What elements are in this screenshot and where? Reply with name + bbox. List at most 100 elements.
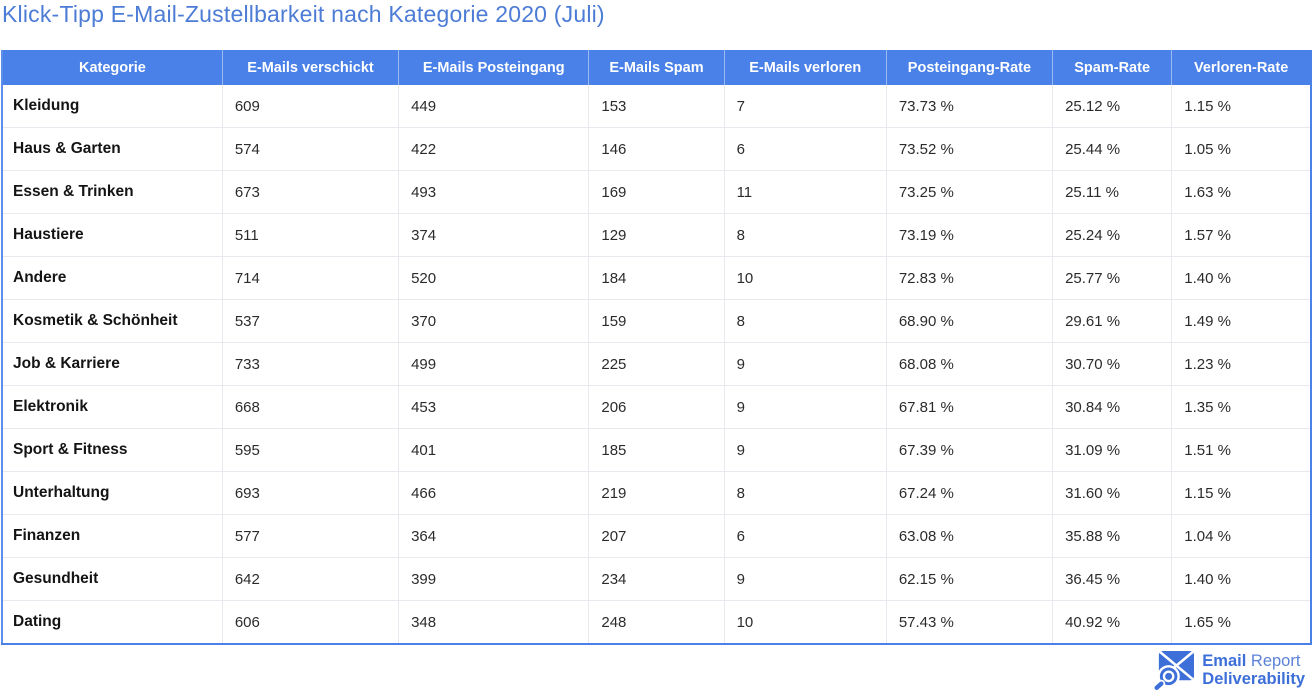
table-body: Kleidung 609 449 153 7 73.73 % 25.12 % 1.15 % Ha…: [2, 85, 1311, 644]
page-title: Klick-Tipp E-Mail-Zustellbarkeit nach Ka…: [2, 1, 605, 27]
value-cell: 537: [222, 299, 400, 343]
table-row: Dating 606 348 248 10 57.43 % 40.92 % 1.65 %: [2, 600, 1311, 644]
category-cell: Unterhaltung: [2, 471, 223, 515]
value-cell: 8: [724, 213, 887, 257]
value-cell: 159: [588, 299, 725, 343]
value-cell: 25.24 %: [1052, 213, 1173, 257]
category-cell: Elektronik: [2, 385, 223, 429]
table-row: Kleidung 609 449 153 7 73.73 % 25.12 % 1.15 %: [2, 85, 1311, 128]
deliverability-table: Kategorie E-Mails verschickt E-Mails Pos…: [1, 50, 1312, 645]
value-cell: 68.90 %: [886, 299, 1054, 343]
table-row: Kosmetik & Schönheit 537 370 159 8 68.90 % 29.…: [2, 299, 1311, 343]
value-cell: 225: [588, 342, 725, 386]
value-cell: 1.23 %: [1171, 342, 1311, 386]
value-cell: 57.43 %: [886, 600, 1054, 644]
logo-word-report: Report: [1250, 651, 1301, 670]
value-cell: 511: [222, 213, 400, 257]
column-header-verloren: E-Mails verloren: [724, 50, 887, 85]
value-cell: 493: [398, 170, 590, 214]
category-cell: Job & Karriere: [2, 342, 223, 386]
value-cell: 40.92 %: [1052, 600, 1173, 644]
column-header-kategorie: Kategorie: [2, 50, 223, 85]
value-cell: 73.73 %: [886, 85, 1054, 128]
table-row: Gesundheit 642 399 234 9 62.15 % 36.45 % 1.40 %: [2, 557, 1311, 601]
value-cell: 207: [588, 514, 725, 558]
value-cell: 1.57 %: [1171, 213, 1311, 257]
value-cell: 693: [222, 471, 400, 515]
value-cell: 370: [398, 299, 590, 343]
value-cell: 36.45 %: [1052, 557, 1173, 601]
logo-word-deliverability: Deliverability: [1202, 669, 1305, 688]
value-cell: 185: [588, 428, 725, 472]
value-cell: 30.70 %: [1052, 342, 1173, 386]
value-cell: 520: [398, 256, 590, 300]
value-cell: 35.88 %: [1052, 514, 1173, 558]
table-row: Elektronik 668 453 206 9 67.81 % 30.84 % 1.35 %: [2, 385, 1311, 429]
value-cell: 606: [222, 600, 400, 644]
email-report-deliverability-logo[interactable]: Email Report Deliverability: [1152, 650, 1305, 690]
value-cell: 577: [222, 514, 400, 558]
value-cell: 348: [398, 600, 590, 644]
value-cell: 153: [588, 85, 725, 128]
value-cell: 453: [398, 385, 590, 429]
table-row: Job & Karriere 733 499 225 9 68.08 % 30.70 % 1.…: [2, 342, 1311, 386]
table-row: Essen & Trinken 673 493 169 11 73.25 % 25.11 %…: [2, 170, 1311, 214]
value-cell: 68.08 %: [886, 342, 1054, 386]
value-cell: 574: [222, 127, 400, 171]
table-row: Finanzen 577 364 207 6 63.08 % 35.88 % 1.04 %: [2, 514, 1311, 558]
value-cell: 374: [398, 213, 590, 257]
value-cell: 219: [588, 471, 725, 515]
value-cell: 1.04 %: [1171, 514, 1311, 558]
value-cell: 642: [222, 557, 400, 601]
value-cell: 364: [398, 514, 590, 558]
value-cell: 31.09 %: [1052, 428, 1173, 472]
column-header-spam: E-Mails Spam: [588, 50, 725, 85]
value-cell: 67.39 %: [886, 428, 1054, 472]
value-cell: 8: [724, 471, 887, 515]
value-cell: 72.83 %: [886, 256, 1054, 300]
value-cell: 25.11 %: [1052, 170, 1173, 214]
footer: Email Report Deliverability: [0, 645, 1314, 694]
value-cell: 11: [724, 170, 887, 214]
value-cell: 449: [398, 85, 590, 128]
value-cell: 73.52 %: [886, 127, 1054, 171]
value-cell: 1.40 %: [1171, 256, 1311, 300]
value-cell: 668: [222, 385, 400, 429]
value-cell: 1.35 %: [1171, 385, 1311, 429]
value-cell: 63.08 %: [886, 514, 1054, 558]
value-cell: 1.49 %: [1171, 299, 1311, 343]
value-cell: 67.24 %: [886, 471, 1054, 515]
category-cell: Kleidung: [2, 85, 223, 128]
category-cell: Haus & Garten: [2, 127, 223, 171]
value-cell: 1.15 %: [1171, 471, 1311, 515]
value-cell: 1.15 %: [1171, 85, 1311, 128]
value-cell: 9: [724, 557, 887, 601]
table-header-row: Kategorie E-Mails verschickt E-Mails Pos…: [2, 50, 1311, 85]
value-cell: 25.44 %: [1052, 127, 1173, 171]
value-cell: 31.60 %: [1052, 471, 1173, 515]
category-cell: Dating: [2, 600, 223, 644]
value-cell: 9: [724, 428, 887, 472]
value-cell: 1.40 %: [1171, 557, 1311, 601]
value-cell: 25.12 %: [1052, 85, 1173, 128]
value-cell: 25.77 %: [1052, 256, 1173, 300]
value-cell: 9: [724, 385, 887, 429]
value-cell: 714: [222, 256, 400, 300]
table-row: Haustiere 511 374 129 8 73.19 % 25.24 % 1.57 %: [2, 213, 1311, 257]
value-cell: 29.61 %: [1052, 299, 1173, 343]
category-cell: Essen & Trinken: [2, 170, 223, 214]
value-cell: 206: [588, 385, 725, 429]
value-cell: 1.63 %: [1171, 170, 1311, 214]
category-cell: Finanzen: [2, 514, 223, 558]
category-cell: Gesundheit: [2, 557, 223, 601]
column-header-posteingang: E-Mails Posteingang: [398, 50, 590, 85]
value-cell: 73.19 %: [886, 213, 1054, 257]
column-header-verschickt: E-Mails verschickt: [222, 50, 400, 85]
value-cell: 399: [398, 557, 590, 601]
value-cell: 67.81 %: [886, 385, 1054, 429]
value-cell: 673: [222, 170, 400, 214]
table-row: Unterhaltung 693 466 219 8 67.24 % 31.60 % 1.15…: [2, 471, 1311, 515]
category-cell: Sport & Fitness: [2, 428, 223, 472]
value-cell: 401: [398, 428, 590, 472]
value-cell: 62.15 %: [886, 557, 1054, 601]
